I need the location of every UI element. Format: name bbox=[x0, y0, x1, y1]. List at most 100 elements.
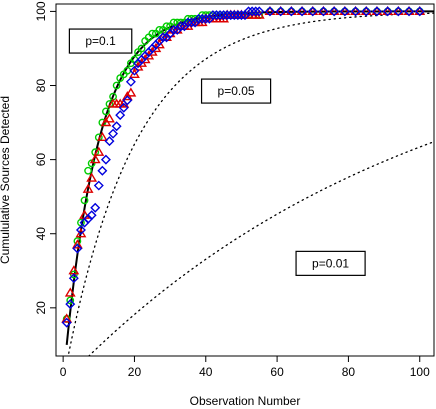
point-circle bbox=[66, 296, 75, 305]
point-triangle bbox=[82, 183, 94, 193]
point-diamond bbox=[254, 6, 265, 17]
point-diamond bbox=[225, 10, 236, 21]
point-circle bbox=[148, 29, 157, 38]
annotations: p=0.1 p=0.05 p=0.01 bbox=[68, 28, 366, 276]
annotation-frame bbox=[68, 28, 133, 54]
point-diamond bbox=[197, 13, 208, 24]
point-diamond bbox=[111, 121, 122, 132]
point-triangle bbox=[392, 5, 404, 16]
point-diamond bbox=[122, 95, 133, 106]
point-diamond bbox=[264, 6, 275, 17]
point-diamond bbox=[218, 10, 229, 21]
point-diamond bbox=[72, 243, 83, 254]
point-diamond bbox=[414, 6, 425, 17]
point-diamond bbox=[65, 299, 76, 310]
x-tick-label: 20 bbox=[128, 365, 142, 379]
y-tick-label: 20 bbox=[34, 301, 48, 315]
point-circle bbox=[162, 22, 171, 31]
point-triangle bbox=[71, 239, 83, 249]
point-circle bbox=[102, 107, 110, 116]
point-triangle bbox=[296, 5, 308, 16]
point-diamond bbox=[339, 6, 350, 17]
point-diamond bbox=[207, 10, 218, 21]
point-triangle bbox=[285, 5, 297, 16]
point-triangle bbox=[414, 5, 426, 16]
point-diamond bbox=[129, 65, 140, 76]
point-triangle bbox=[350, 5, 361, 16]
y-axis-title: Cumululative Sources Detected bbox=[0, 96, 12, 264]
point-diamond bbox=[200, 13, 211, 24]
point-diamond bbox=[118, 102, 129, 113]
y-tick-label: 60 bbox=[34, 153, 48, 167]
point-diamond bbox=[211, 10, 222, 21]
theory-curves bbox=[65, 10, 434, 356]
point-diamond bbox=[275, 6, 286, 17]
point-diamond bbox=[297, 6, 308, 17]
x-tick-label: 100 bbox=[410, 365, 430, 379]
annotation-label: p=0.1 bbox=[85, 34, 116, 48]
annotation-label: p=0.01 bbox=[312, 256, 349, 270]
point-triangle bbox=[307, 5, 319, 16]
point-diamond bbox=[61, 317, 72, 328]
annotation-box: p=0.1 bbox=[68, 28, 133, 54]
point-triangle bbox=[328, 5, 340, 16]
point-diamond bbox=[286, 6, 297, 17]
point-diamond bbox=[247, 6, 258, 17]
point-diamond bbox=[222, 10, 233, 21]
point-triangle bbox=[104, 113, 115, 123]
x-axis: 0 20 40 60 80 100 bbox=[60, 356, 430, 379]
point-triangle bbox=[96, 131, 108, 142]
point-diamond bbox=[193, 13, 204, 24]
point-diamond bbox=[307, 6, 318, 17]
point-diamond bbox=[104, 136, 115, 147]
point-triangle bbox=[61, 313, 73, 323]
point-triangle bbox=[153, 39, 165, 49]
point-diamond bbox=[393, 6, 404, 17]
point-circle bbox=[80, 196, 89, 205]
point-triangle bbox=[318, 5, 329, 16]
y-tick-label: 100 bbox=[34, 1, 48, 21]
point-triangle bbox=[129, 68, 140, 79]
point-diamond bbox=[125, 76, 136, 87]
point-diamond bbox=[86, 210, 97, 221]
point-triangle bbox=[64, 287, 76, 297]
x-tick-label: 0 bbox=[60, 365, 67, 379]
point-diamond bbox=[329, 6, 340, 17]
point-diamond bbox=[93, 180, 104, 191]
point-triangle bbox=[360, 5, 372, 16]
point-diamond bbox=[232, 10, 243, 21]
point-triangle bbox=[275, 5, 287, 16]
point-diamond bbox=[215, 10, 226, 21]
x-tick-label: 80 bbox=[342, 365, 356, 379]
annotation-label: p=0.05 bbox=[218, 84, 255, 98]
point-triangle bbox=[125, 87, 137, 97]
x-tick-label: 60 bbox=[270, 365, 284, 379]
curve-p-0-1 bbox=[65, 10, 434, 345]
point-triangle bbox=[89, 154, 101, 164]
point-diamond bbox=[97, 165, 108, 176]
point-diamond bbox=[168, 24, 179, 35]
point-diamond bbox=[90, 202, 101, 213]
point-diamond bbox=[371, 6, 382, 17]
curve-p-0-05 bbox=[67, 12, 434, 356]
point-diamond bbox=[318, 6, 329, 17]
point-diamond bbox=[404, 6, 415, 17]
point-diamond bbox=[350, 6, 361, 17]
point-diamond bbox=[229, 10, 240, 21]
point-diamond bbox=[175, 21, 186, 32]
point-diamond bbox=[182, 17, 193, 28]
y-tick-label: 40 bbox=[34, 227, 48, 241]
annotation-frame bbox=[200, 78, 272, 104]
data-markers bbox=[61, 5, 426, 328]
point-triangle bbox=[68, 265, 80, 275]
point-triangle bbox=[339, 5, 351, 16]
y-axis: 20 40 60 80 100 bbox=[34, 1, 56, 315]
plot-frame bbox=[55, 3, 435, 357]
x-tick-label: 40 bbox=[199, 365, 213, 379]
point-triangle bbox=[403, 5, 415, 16]
point-triangle bbox=[93, 146, 105, 156]
point-triangle bbox=[86, 172, 98, 182]
curve-p-0-01 bbox=[87, 141, 434, 356]
point-diamond bbox=[250, 6, 261, 17]
